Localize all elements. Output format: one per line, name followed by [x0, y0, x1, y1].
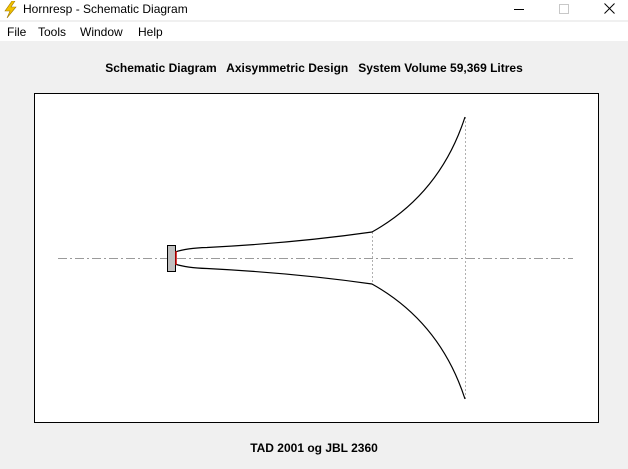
horn-lower-outline: [174, 263, 466, 400]
design-name: TAD 2001 og JBL 2360: [250, 441, 378, 455]
maximize-icon: [559, 1, 569, 19]
diagram-header: Schematic Diagram Axisymmetric Design Sy…: [105, 61, 523, 75]
menu-file[interactable]: File: [7, 25, 27, 39]
minimize-button[interactable]: [496, 0, 542, 20]
menu-window[interactable]: Window: [80, 25, 123, 39]
close-icon: [603, 1, 615, 19]
close-button[interactable]: [586, 0, 628, 20]
maximize-button[interactable]: [541, 0, 587, 20]
schematic-svg: [58, 116, 573, 400]
schematic-canvas: [34, 93, 599, 423]
window-title: Hornresp - Schematic Diagram: [23, 2, 188, 16]
menu-help[interactable]: Help: [138, 25, 163, 39]
title-bar[interactable]: Hornresp - Schematic Diagram: [0, 0, 628, 20]
menu-tools[interactable]: Tools: [38, 25, 67, 39]
driver-body: [167, 245, 176, 272]
minimize-icon: [514, 1, 524, 19]
menu-bar: File Tools Window Help: [0, 22, 628, 41]
horn-upper-outline: [174, 116, 466, 253]
lightning-bolt-icon: [3, 0, 19, 19]
